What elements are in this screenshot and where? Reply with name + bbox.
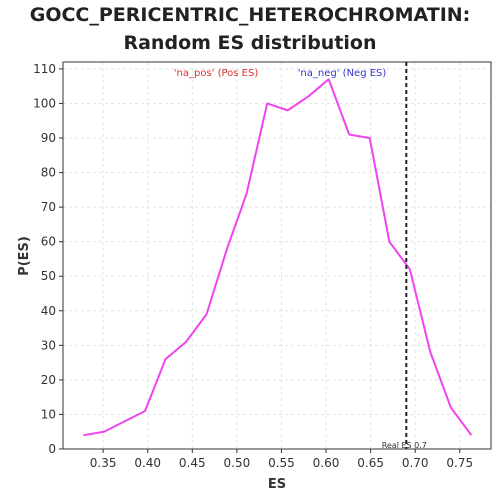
neg-es-label: 'na_neg' (Neg ES) [298, 68, 387, 79]
y-tick-label: 0 [48, 442, 56, 456]
y-tick-label: 20 [41, 373, 56, 387]
grid-layer [63, 62, 491, 450]
y-tick-label: 60 [41, 235, 56, 249]
x-tick-label: 0.55 [268, 456, 295, 470]
mark-layer: Real ES 0.7 [83, 62, 473, 450]
x-tick-label: 0.60 [313, 456, 340, 470]
x-tick-label: 0.45 [179, 456, 206, 470]
x-tick-label: 0.65 [357, 456, 384, 470]
y-axis-label: P(ES) [17, 236, 32, 276]
y-tick-label: 40 [41, 304, 56, 318]
pos-es-label: 'na_pos' (Pos ES) [174, 68, 259, 79]
y-tick-label: 100 [33, 96, 56, 110]
y-tick-label: 70 [41, 200, 56, 214]
plot-area [62, 61, 492, 450]
chart-title-line-2: Random ES distribution [123, 32, 377, 54]
x-axis-label: ES [268, 477, 286, 492]
axis-layer: 0.35 0.40 0.45 0.50 0.55 0.60 0.65 0.70 0.75 0 10 2… [33, 62, 473, 470]
y-tick-label: 90 [41, 131, 56, 145]
y-tick-label: 50 [41, 269, 56, 283]
y-tick-label: 80 [41, 166, 56, 180]
x-tick-label: 0.70 [402, 456, 429, 470]
x-tick-label: 0.50 [224, 456, 251, 470]
x-tick-label: 0.75 [446, 456, 473, 470]
y-tick-label: 10 [41, 407, 56, 421]
x-tick-label: 0.35 [90, 456, 117, 470]
chart-title-line-1: GOCC_PERICENTRIC_HETEROCHROMATIN: [29, 4, 471, 26]
es-distribution-line [83, 78, 473, 437]
y-tick-label: 110 [33, 62, 56, 76]
x-tick-label: 0.40 [134, 456, 161, 470]
real-es-label: Real ES 0.7 [382, 441, 427, 450]
y-tick-label: 30 [41, 338, 56, 352]
